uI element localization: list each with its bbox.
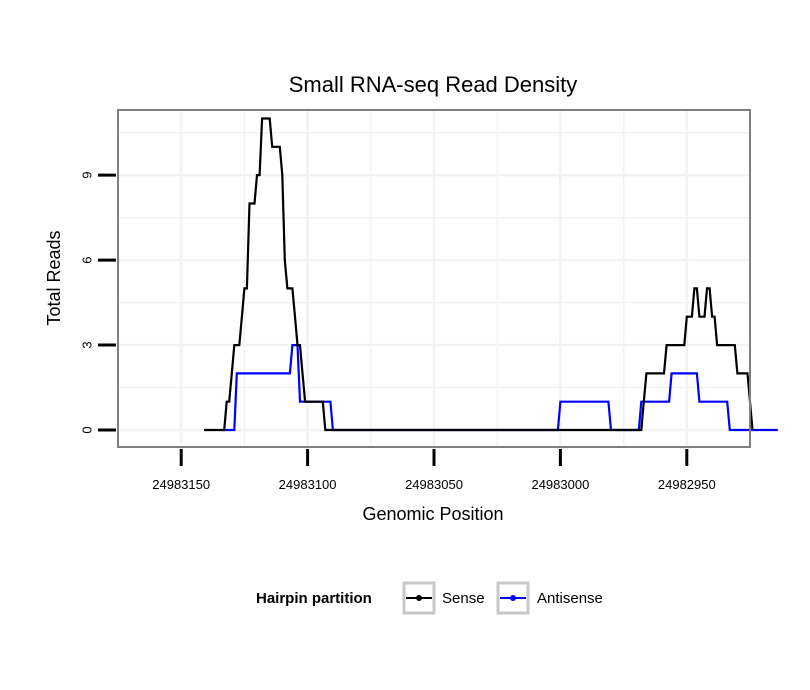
y-tick-label: 3 [79, 341, 94, 348]
x-tick-label: 24983150 [152, 477, 210, 492]
y-tick-label: 0 [79, 426, 94, 433]
y-tick-label: 9 [79, 172, 94, 179]
x-tick-label: 24983100 [279, 477, 337, 492]
series-line-antisense [221, 344, 778, 432]
x-axis: 24983150 24983100 24983050 24983000 24982950 [152, 449, 716, 492]
x-axis-title: Genomic Position [362, 504, 503, 524]
grid-lines [118, 110, 750, 447]
y-tick-label: 6 [79, 256, 94, 263]
plot-border [117, 109, 751, 448]
y-axis-title: Total Reads [44, 230, 64, 325]
legend-item-antisense: Antisense [496, 581, 603, 615]
legend-label-sense: Sense [442, 590, 485, 607]
legend-point-sense [416, 595, 422, 601]
legend-item-sense: Sense [402, 581, 485, 615]
x-tick-label: 24983000 [531, 477, 589, 492]
legend: Hairpin partition Sense Antisense [256, 581, 603, 615]
legend-label-antisense: Antisense [537, 590, 603, 607]
legend-point-antisense [510, 595, 516, 601]
y-axis: 0 3 6 9 [79, 172, 116, 434]
series-line-sense [204, 117, 754, 432]
x-tick-label: 24983050 [405, 477, 463, 492]
series-layer [204, 117, 778, 432]
legend-title: Hairpin partition [256, 590, 372, 607]
x-tick-label: 24982950 [658, 477, 716, 492]
chart-title: Small RNA-seq Read Density [289, 72, 578, 97]
